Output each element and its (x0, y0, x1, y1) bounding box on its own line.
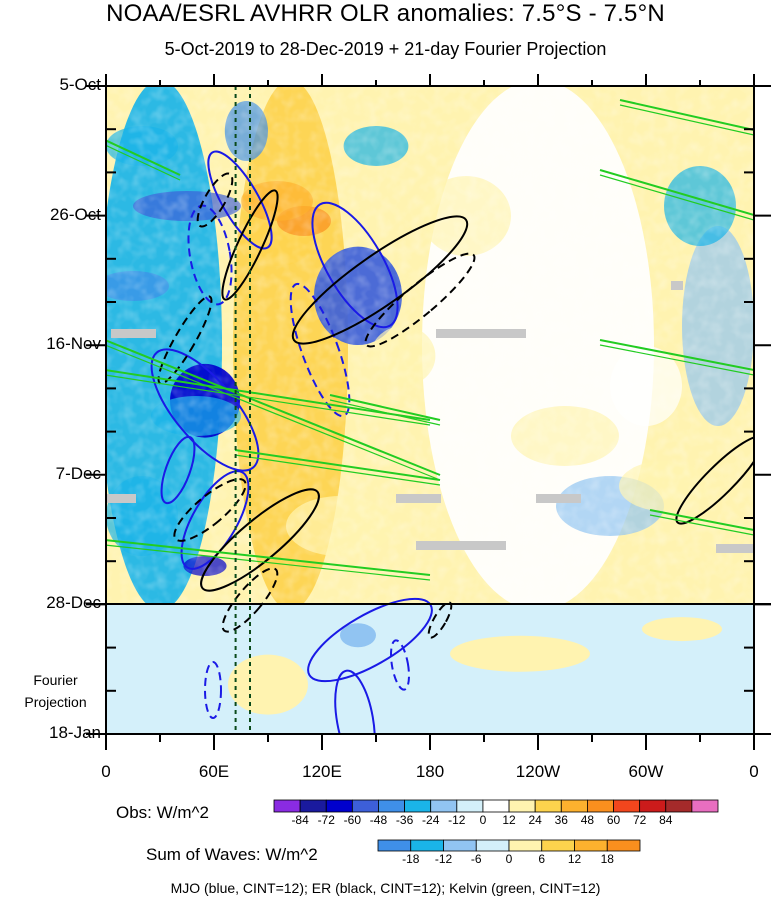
waves-colorbar-swatch (443, 839, 477, 852)
obs-colorbar-swatch (430, 799, 458, 813)
obs-colorbar-swatch (273, 799, 301, 813)
obs-colorbar-tick: -24 (422, 813, 440, 827)
x-tick-label: 120E (302, 762, 342, 781)
waves-colorbar-swatch (475, 839, 510, 852)
obs-colorbar-swatch (613, 799, 641, 813)
wave-contours (106, 86, 754, 734)
waves-colorbar-tick: -6 (470, 852, 482, 866)
waves-colorbar-swatch (410, 839, 444, 852)
obs-colorbar-tick: -12 (448, 813, 466, 827)
obs-colorbar-swatch (534, 799, 562, 813)
obs-colorbar-tick: 24 (528, 813, 542, 827)
y-tick-label: 28-Dec (46, 593, 101, 613)
x-tick-label: 0 (101, 762, 111, 781)
y-tick-label: 7-Dec (55, 463, 101, 483)
fourier-label-line2: Projection (24, 694, 87, 710)
obs-colorbar-swatch (299, 799, 327, 813)
obs-colorbar-swatch (482, 799, 510, 813)
colorbars (273, 799, 719, 852)
waves-colorbar-tick: -18 (402, 852, 420, 866)
obs-colorbar-tick: 60 (606, 813, 621, 827)
obs-colorbar-swatch (665, 799, 693, 813)
x-tick-label: 60E (198, 762, 230, 781)
obs-colorbar-swatch (325, 799, 353, 813)
x-tick-label: 120W (515, 762, 561, 781)
obs-colorbar-swatch (404, 799, 432, 813)
y-tick-label: 26-Oct (49, 204, 101, 224)
obs-colorbar-swatch (587, 799, 614, 813)
obs-colorbar-swatch (378, 799, 405, 813)
waves-colorbar-swatch (574, 839, 608, 852)
waves-colorbar-tick: -12 (434, 852, 453, 866)
waves-colorbar-swatch (508, 839, 543, 852)
obs-colorbar-tick: 84 (659, 813, 673, 827)
fourier-projection-label: Fourier Projection (8, 669, 103, 713)
obs-colorbar-tick: -72 (317, 813, 335, 827)
chart-title: NOAA/ESRL AVHRR OLR anomalies: 7.5°S - 7… (106, 0, 665, 27)
y-tick-label: 18-Jan (49, 723, 101, 742)
obs-colorbar-label: Obs: W/m^2 (116, 803, 209, 822)
obs-colorbar-tick: -36 (395, 813, 414, 827)
obs-colorbar-swatch (560, 799, 588, 813)
x-tick-label: 0 (749, 762, 759, 781)
obs-colorbar-tick: -48 (369, 813, 388, 827)
waves-colorbar-swatch (541, 839, 575, 852)
footer-legend: MJO (blue, CINT=12); ER (black, CINT=12)… (170, 880, 601, 896)
obs-colorbar-tick: 0 (479, 813, 487, 827)
obs-colorbar-tick: 36 (554, 813, 568, 827)
obs-colorbar-swatch (456, 799, 484, 813)
obs-colorbar-swatch (351, 799, 379, 813)
obs-colorbar-tick: 12 (502, 813, 516, 827)
waves-colorbar-tick: 0 (505, 852, 513, 866)
anomaly-fills (106, 86, 754, 734)
waves-colorbar-swatch (377, 839, 412, 852)
waves-colorbar-label: Sum of Waves: W/m^2 (146, 845, 318, 864)
obs-colorbar-swatch (691, 799, 719, 813)
obs-colorbar-swatch (639, 799, 667, 813)
x-tick-label: 180 (415, 762, 445, 781)
chart-subtitle: 5-Oct-2019 to 28-Dec-2019 + 21-day Fouri… (164, 39, 607, 59)
y-tick-label: 16-Nov (46, 334, 101, 354)
obs-colorbar-tick: 48 (580, 813, 595, 827)
fourier-label-line1: Fourier (33, 672, 78, 688)
obs-colorbar-tick: -60 (343, 813, 362, 827)
obs-colorbar-swatch (508, 799, 536, 813)
waves-colorbar-tick: 18 (600, 852, 614, 866)
waves-colorbar-swatch (606, 839, 641, 852)
x-tick-label: 60W (628, 762, 664, 781)
waves-colorbar-tick: 12 (567, 852, 582, 866)
obs-colorbar-tick: -84 (291, 813, 309, 827)
y-tick-label: 5-Oct (59, 75, 101, 94)
obs-colorbar-tick: 72 (632, 813, 647, 827)
waves-colorbar-tick: 6 (538, 852, 546, 866)
